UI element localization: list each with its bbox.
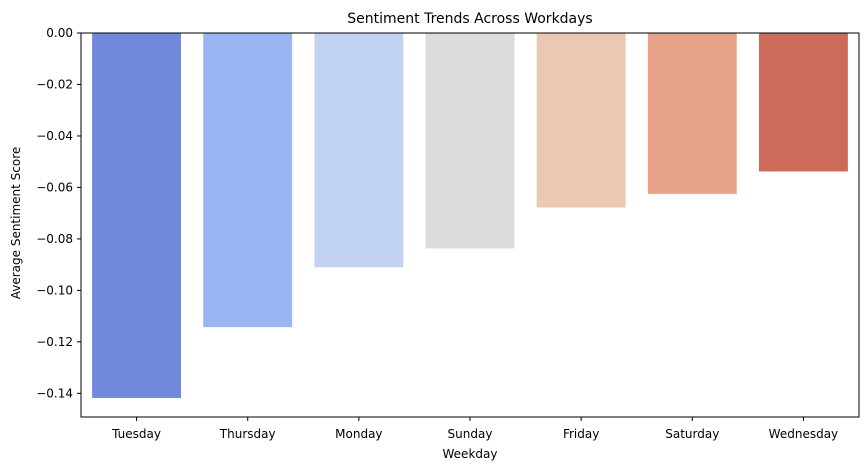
y-tick-label: −0.06 [36, 180, 73, 194]
y-axis-label: Average Sentiment Score [9, 147, 23, 300]
bar-sunday [425, 33, 515, 249]
y-tick-label: −0.08 [36, 232, 73, 246]
y-tick-label: −0.02 [36, 77, 73, 91]
x-tick-label: Sunday [448, 427, 493, 441]
x-tick-label: Wednesday [769, 427, 838, 441]
x-axis-label: Weekday [443, 447, 498, 461]
bar-thursday [203, 33, 293, 328]
bar-tuesday [92, 33, 182, 398]
y-tick-label: 0.00 [46, 26, 73, 40]
bar-wednesday [758, 33, 848, 172]
plot-area [92, 33, 848, 398]
bar-monday [314, 33, 404, 268]
y-tick-label: −0.04 [36, 129, 73, 143]
x-tick-label: Saturday [665, 427, 719, 441]
x-tick-label: Tuesday [111, 427, 161, 441]
bar-saturday [647, 33, 737, 194]
x-axis: Tuesday Thursday Monday Sunday Friday Saturda… [111, 417, 838, 441]
bar-friday [536, 33, 626, 208]
y-tick-label: −0.14 [36, 386, 73, 400]
y-tick-label: −0.12 [36, 335, 73, 349]
plot-frame [80, 32, 860, 418]
x-tick-label: Monday [335, 427, 382, 441]
y-axis: 0.00 −0.02 −0.04 −0.06 −0.08 −0.10 −0.12 −0.14 [36, 26, 81, 400]
x-tick-label: Friday [563, 427, 599, 441]
y-tick-label: −0.10 [36, 283, 73, 297]
x-tick-label: Thursday [219, 427, 276, 441]
chart-title: Sentiment Trends Across Workdays [347, 11, 592, 27]
